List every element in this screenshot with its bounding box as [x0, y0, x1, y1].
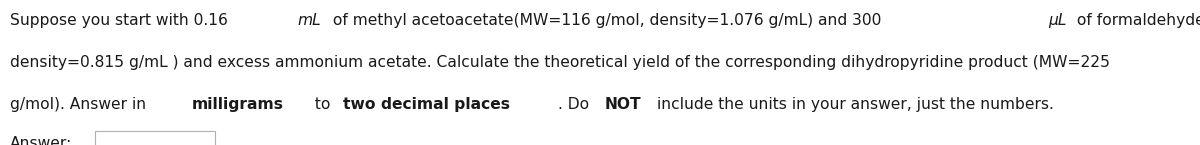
Text: g/mol). Answer in: g/mol). Answer in — [10, 97, 151, 112]
Text: of formaldehyde(MW=30 g/mol,: of formaldehyde(MW=30 g/mol, — [1072, 13, 1200, 28]
Text: to: to — [311, 97, 336, 112]
Text: two decimal places: two decimal places — [343, 97, 510, 112]
Text: density=0.815 g/mL ) and excess ammonium acetate. Calculate the theoretical yiel: density=0.815 g/mL ) and excess ammonium… — [10, 55, 1110, 70]
Text: milligrams: milligrams — [192, 97, 283, 112]
FancyBboxPatch shape — [95, 130, 215, 145]
Text: µL: µL — [1048, 13, 1067, 28]
Text: mL: mL — [298, 13, 320, 28]
Text: Suppose you start with 0.16: Suppose you start with 0.16 — [10, 13, 233, 28]
Text: NOT: NOT — [605, 97, 641, 112]
Text: . Do: . Do — [558, 97, 594, 112]
Text: include the units in your answer, just the numbers.: include the units in your answer, just t… — [652, 97, 1054, 112]
Text: Answer:: Answer: — [10, 136, 72, 145]
Text: of methyl acetoacetate(MW=116 g/mol, density=1.076 g/mL) and 300: of methyl acetoacetate(MW=116 g/mol, den… — [328, 13, 886, 28]
